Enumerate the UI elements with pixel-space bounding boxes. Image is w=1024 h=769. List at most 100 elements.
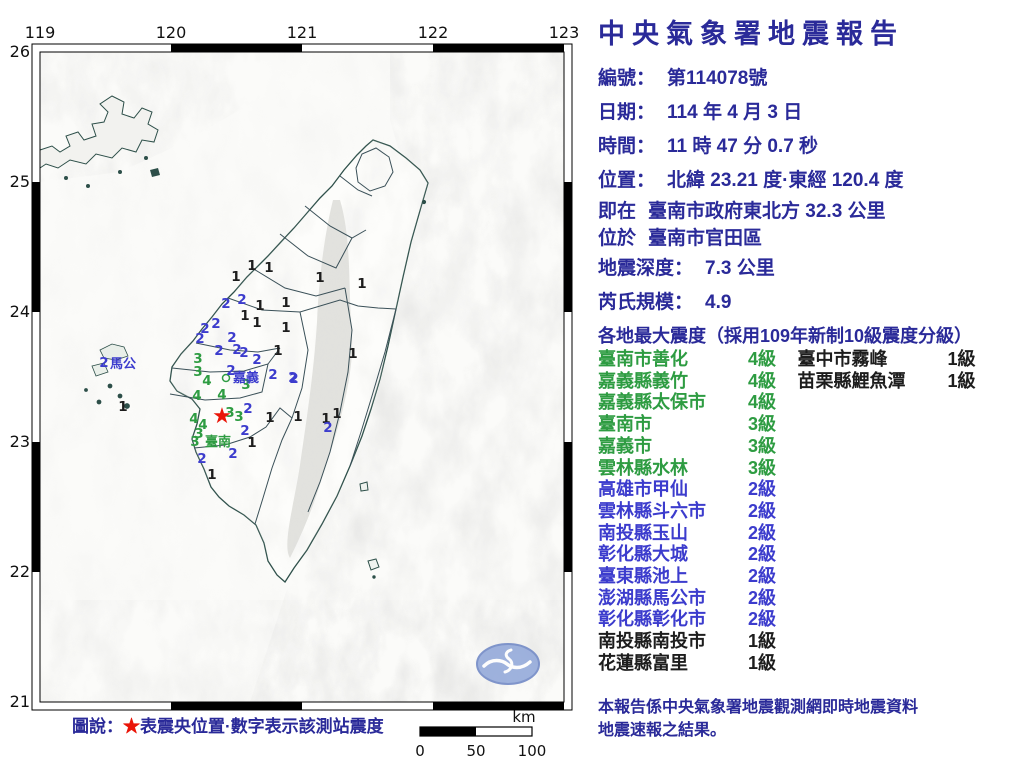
station-intensity: 3級 (748, 414, 777, 435)
intensity-marker: 3 (190, 434, 199, 450)
station-row: 澎湖縣馬公市 2級 (598, 588, 795, 610)
station-intensity: 3級 (748, 457, 777, 478)
field-value: 4.9 (705, 292, 732, 313)
scale-50: 50 (466, 742, 485, 760)
station-name: 嘉義市 (598, 435, 652, 456)
field-value: 北緯 23.21 度·東經 120.4 度 (667, 170, 904, 191)
field-label: 芮氏規模： (598, 292, 694, 313)
report-field-row: 編號： 第114078號 (598, 62, 1018, 96)
lat-tick-label: 25 (10, 172, 30, 191)
map-legend: 圖說：★表震央位置·數字表示該測站震度 (72, 712, 384, 737)
station-name: 雲林縣水林 (598, 457, 688, 478)
field-label: 即在 (598, 201, 637, 222)
report-panel: 中央氣象署地震報告 編號： 第114078號 日期： 114 年 4 月 3 日時間：… (580, 0, 1024, 769)
station-intensity: 4級 (748, 349, 777, 369)
station-row: 雲林縣斗六市 2級 (598, 501, 795, 523)
field-value: 第114078號 (667, 68, 768, 89)
intensity-marker: 2 (288, 370, 297, 386)
intensity-map: 119 120 121 122 123 26 25 24 23 22 21 1 1 1 1 1 2 2 1 1 1 1 1 2… (10, 23, 580, 760)
legend-prefix: 圖說： (72, 717, 123, 736)
field-label: 位於 (598, 228, 637, 249)
intensity-marker: 2 (99, 355, 108, 371)
epicenter-star: ★ (212, 404, 232, 429)
intensity-marker: 2 (323, 420, 332, 436)
county-boundaries (169, 175, 397, 525)
city-label: 嘉義 (232, 370, 259, 386)
station-intensity: 1級 (748, 631, 777, 652)
station-row: 臺南市善化 4級 (598, 349, 795, 371)
field-value: 臺南市政府東北方 32.3 公里 (648, 201, 886, 222)
east-islands (359, 199, 427, 579)
intensity-marker: 2 (268, 367, 277, 383)
field-value: 臺南市官田區 (648, 228, 763, 249)
station-name: 苗栗縣鯉魚潭 (797, 370, 906, 391)
intensity-marker: 1 (293, 409, 302, 425)
intensity-marker: 2 (252, 352, 261, 368)
field-label: 時間： (598, 136, 656, 157)
field-value: 114 年 4 月 3 日 (667, 102, 803, 123)
station-name: 彰化縣彰化市 (598, 609, 706, 630)
intensity-marker: 3 (194, 426, 203, 442)
station-intensity: 1級 (748, 652, 777, 673)
station-name: 嘉義縣太保市 (598, 392, 706, 413)
station-row: 嘉義縣義竹 4級 (598, 371, 795, 393)
intensity-marker: 3 (193, 364, 202, 380)
intensity-marker: 1 (348, 346, 357, 362)
scale-bar (419, 726, 533, 737)
report-fields: 編號： 第114078號 日期： 114 年 4 月 3 日時間： 11 時 47 分 … (598, 62, 1018, 320)
intensity-marker: 2 (243, 401, 252, 417)
intensity-marker: 4 (189, 411, 198, 427)
station-intensity: 2級 (748, 609, 777, 630)
intensity-marker: 1 (332, 406, 341, 422)
station-intensity: 2級 (748, 544, 777, 565)
report-field-row: 芮氏規模： 4.9 (598, 286, 1018, 320)
intensity-marker: 2 (214, 343, 223, 359)
station-row: 嘉義市 3級 (598, 436, 795, 458)
intensity-marker: 1 (118, 399, 127, 415)
penghu-islands (84, 343, 130, 409)
intensity-marker: 2 (211, 316, 220, 332)
intensity-section-header: 各地最大震度（採用109年新制10級震度分級） (598, 326, 973, 346)
intensity-marker: 1 (281, 320, 290, 336)
field-label: 地震深度： (598, 258, 694, 279)
lon-tick-label: 119 (25, 23, 56, 42)
stations-column-1: 臺南市善化 4級 嘉義縣義竹 4級 嘉義縣太保市 4級 臺南市 3級 嘉義市 3級 雲林縣水林 3級高… (598, 349, 795, 675)
stations-column-2: 臺中市霧峰 1級 苗栗縣鯉魚潭 1級 (798, 349, 1018, 675)
intensity-marker: 1 (231, 269, 240, 285)
intensity-marker: 1 (281, 295, 290, 311)
intensity-marker: 1 (273, 343, 282, 359)
legend-text: 表震央位置·數字表示該測站震度 (140, 717, 384, 736)
intensity-marker: 3 (241, 377, 250, 393)
intensity-marker: 4 (202, 373, 211, 389)
taipei-enclave (355, 147, 394, 192)
mainland-coastline (39, 95, 159, 169)
station-row: 苗栗縣鯉魚潭 1級 (798, 371, 1018, 393)
intensity-marker: 2 (240, 423, 249, 439)
station-name: 嘉義縣義竹 (598, 370, 688, 391)
intensity-marker: 1 (247, 258, 256, 274)
lon-tick-label: 120 (156, 23, 187, 42)
station-row: 臺中市霧峰 1級 (798, 349, 1018, 371)
intensity-marker: 2 (237, 292, 246, 308)
scale-unit: km (512, 708, 535, 726)
cwa-logo (476, 643, 540, 685)
station-row: 南投縣南投市 1級 (598, 631, 795, 653)
report-field-row: 地震深度： 7.3 公里 (598, 252, 1018, 286)
field-value: 11 時 47 分 0.7 秒 (667, 136, 819, 157)
station-row: 雲林縣水林 3級 (598, 458, 795, 480)
report-field-row: 即在 臺南市政府東北方 32.3 公里 (598, 198, 1018, 225)
intensity-marker: 1 (240, 308, 249, 324)
intensity-marker: 1 (255, 298, 264, 314)
station-name: 南投縣玉山 (598, 522, 688, 543)
station-intensity: 2級 (748, 566, 777, 587)
station-name: 花蓮縣富里 (598, 652, 688, 673)
field-value: 7.3 公里 (705, 258, 775, 279)
station-intensity: 4級 (748, 392, 777, 413)
lat-tick-label: 23 (10, 432, 30, 451)
station-name: 澎湖縣馬公市 (598, 587, 706, 608)
intensity-marker: 4 (198, 417, 207, 433)
intensity-marker: 4 (192, 388, 201, 404)
intensity-marker: 1 (207, 467, 216, 483)
intensity-marker: 3 (225, 405, 234, 421)
